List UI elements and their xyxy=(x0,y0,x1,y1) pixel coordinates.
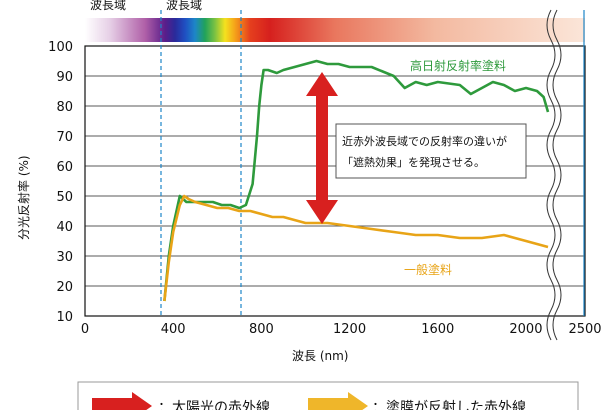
x-tick-label: 2000 xyxy=(509,322,542,337)
y-tick-label: 60 xyxy=(56,160,73,175)
axis-ticks: 10 20 30 40 50 60 70 80 90 100 0 400 800 1200 1600 2000… xyxy=(48,40,601,337)
series-line-0 xyxy=(163,59,550,302)
spectrum-band xyxy=(85,18,585,42)
y-tick-label: 90 xyxy=(56,70,73,85)
x-axis-label: 波長 (nm) xyxy=(292,349,348,363)
band-label-uv: 波長域 xyxy=(90,0,126,12)
plot-frame xyxy=(84,45,586,317)
x-tick-label: 1200 xyxy=(333,322,366,337)
legend-label-red: ：太陽光の赤外線 xyxy=(158,400,270,410)
y-tick-label: 70 xyxy=(56,130,73,145)
annotation-line-1: 近赤外波長域での反射率の違いが xyxy=(342,134,507,148)
y-axis-label: 分光反射率 (%) xyxy=(16,155,31,240)
y-tick-label: 80 xyxy=(56,100,73,115)
grid-lines xyxy=(85,45,585,317)
axis-break-mark-2 xyxy=(552,9,562,341)
legend-arrow-red xyxy=(92,392,152,410)
x-tick-label: 0 xyxy=(81,322,89,337)
series-line-1 xyxy=(163,194,549,302)
series-lines xyxy=(163,59,550,302)
band-label-visible: 波長域 xyxy=(166,0,202,12)
x-tick-label: 400 xyxy=(161,322,186,337)
x-tick-label: 800 xyxy=(249,322,274,337)
legend-label-yellow: ：塗膜が反射した赤外線 xyxy=(372,399,526,410)
y-tick-label: 40 xyxy=(56,220,73,235)
y-tick-label: 30 xyxy=(56,250,73,265)
series-label-general: 一般塗料 xyxy=(404,262,452,277)
annotation-box xyxy=(335,123,527,179)
x-tick-label: 2500 xyxy=(568,322,601,337)
x-tick-label: 1600 xyxy=(421,322,454,337)
y-tick-label: 50 xyxy=(56,190,73,205)
y-tick-label: 10 xyxy=(56,310,73,325)
y-tick-label: 20 xyxy=(56,280,73,295)
difference-arrow xyxy=(306,72,338,224)
y-tick-label: 100 xyxy=(48,40,73,55)
axis-break-mark xyxy=(546,9,556,341)
legend-arrow-yellow xyxy=(308,392,368,410)
series-label-high-reflect: 高日射反射率塗料 xyxy=(410,58,506,73)
annotation-line-2: 「遮熱効果」を発現させる。 xyxy=(342,155,485,169)
